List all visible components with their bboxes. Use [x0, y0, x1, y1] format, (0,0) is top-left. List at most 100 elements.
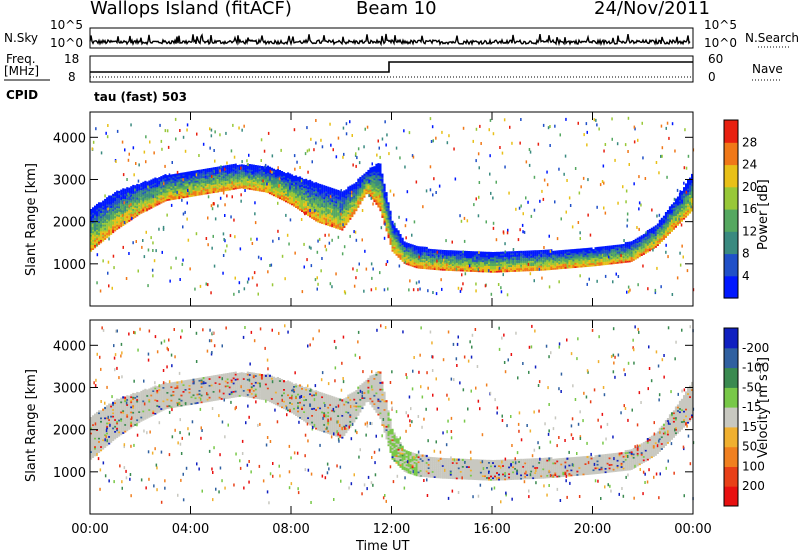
power-cell — [349, 217, 352, 220]
power-cell — [588, 256, 591, 259]
power-cell — [477, 261, 480, 264]
power-cell — [270, 193, 273, 196]
power-speckle — [504, 165, 506, 169]
power-cell — [124, 202, 127, 205]
power-cell — [120, 213, 123, 216]
power-cell — [481, 258, 484, 261]
power-cell — [204, 192, 207, 195]
power-cell — [534, 250, 537, 253]
power-cell — [463, 252, 466, 255]
power-cell — [285, 183, 288, 186]
power-cell — [558, 262, 561, 265]
power-cell — [556, 252, 559, 255]
power-cell — [266, 184, 269, 187]
power-cell — [341, 194, 344, 197]
power-cell — [369, 192, 372, 195]
power-cell — [309, 189, 312, 193]
power-speckle — [528, 163, 531, 167]
power-cell — [674, 201, 677, 205]
power-cell — [126, 205, 129, 208]
power-cell — [369, 179, 372, 182]
power-cell — [180, 187, 183, 191]
power-cell — [224, 170, 227, 173]
power-cell — [632, 255, 635, 258]
power-cell — [347, 198, 350, 201]
power-cell — [383, 195, 386, 198]
power-cell — [94, 246, 97, 249]
power-cell — [283, 183, 286, 187]
power-cell — [94, 205, 97, 208]
power-cell — [463, 254, 466, 257]
power-cell — [315, 188, 318, 192]
power-cell — [321, 208, 324, 211]
power-cell — [363, 180, 366, 183]
power-cell — [305, 183, 308, 187]
power-cell — [244, 186, 247, 190]
power-cell — [194, 183, 197, 187]
power-cell — [311, 182, 314, 186]
power-speckle — [143, 150, 146, 154]
power-cell — [546, 266, 549, 269]
power-cell — [204, 180, 207, 183]
power-cell — [676, 220, 679, 223]
power-cell — [212, 184, 215, 187]
power-cell — [401, 242, 404, 245]
power-cell — [427, 250, 430, 253]
power-cell — [194, 170, 197, 173]
power-cell — [443, 268, 446, 271]
power-cell — [479, 251, 482, 254]
power-speckle — [656, 266, 658, 270]
power-cell — [216, 168, 219, 171]
power-cell — [371, 173, 374, 176]
freq-panel-frame — [89, 55, 694, 83]
power-cell — [278, 185, 281, 188]
power-cell — [463, 267, 466, 270]
power-cell — [415, 266, 418, 269]
power-cell — [124, 197, 127, 200]
power-cell — [343, 200, 346, 203]
power-cell — [317, 213, 320, 216]
power-cell — [443, 261, 446, 264]
power-cell — [268, 183, 271, 186]
power-cell — [186, 183, 189, 186]
power-cell — [234, 168, 237, 171]
power-cell — [405, 244, 408, 247]
power-cell — [190, 187, 193, 191]
power-cell — [126, 187, 129, 190]
power-cell — [106, 227, 109, 230]
power-cell — [628, 260, 631, 263]
power-cell — [654, 232, 657, 235]
power-cell — [357, 203, 360, 207]
power-cell — [554, 264, 557, 267]
power-cell — [108, 225, 111, 229]
power-cell — [329, 222, 332, 225]
power-cell — [132, 213, 135, 216]
power-cell — [176, 185, 179, 188]
power-speckle — [587, 213, 589, 217]
power-cell — [405, 254, 408, 257]
power-cell — [381, 195, 384, 198]
power-cell — [180, 196, 183, 199]
power-cell — [256, 175, 259, 178]
power-cell — [510, 251, 513, 254]
power-cell — [423, 253, 426, 256]
power-cell — [379, 192, 382, 195]
power-cell — [668, 206, 671, 209]
power-cell — [128, 201, 131, 204]
power-cell — [516, 252, 519, 255]
power-cell — [218, 166, 221, 169]
power-cell — [158, 188, 161, 192]
power-cell — [526, 254, 529, 257]
power-cell — [624, 248, 627, 251]
power-cell — [114, 212, 117, 215]
power-cell — [572, 264, 575, 267]
power-cell — [459, 257, 462, 260]
power-cell — [518, 261, 521, 264]
power-cell — [463, 262, 466, 265]
power-cell — [369, 182, 372, 185]
power-cell — [500, 258, 503, 261]
power-cell — [429, 257, 432, 260]
power-cell — [210, 187, 213, 191]
power-speckle — [304, 212, 306, 216]
